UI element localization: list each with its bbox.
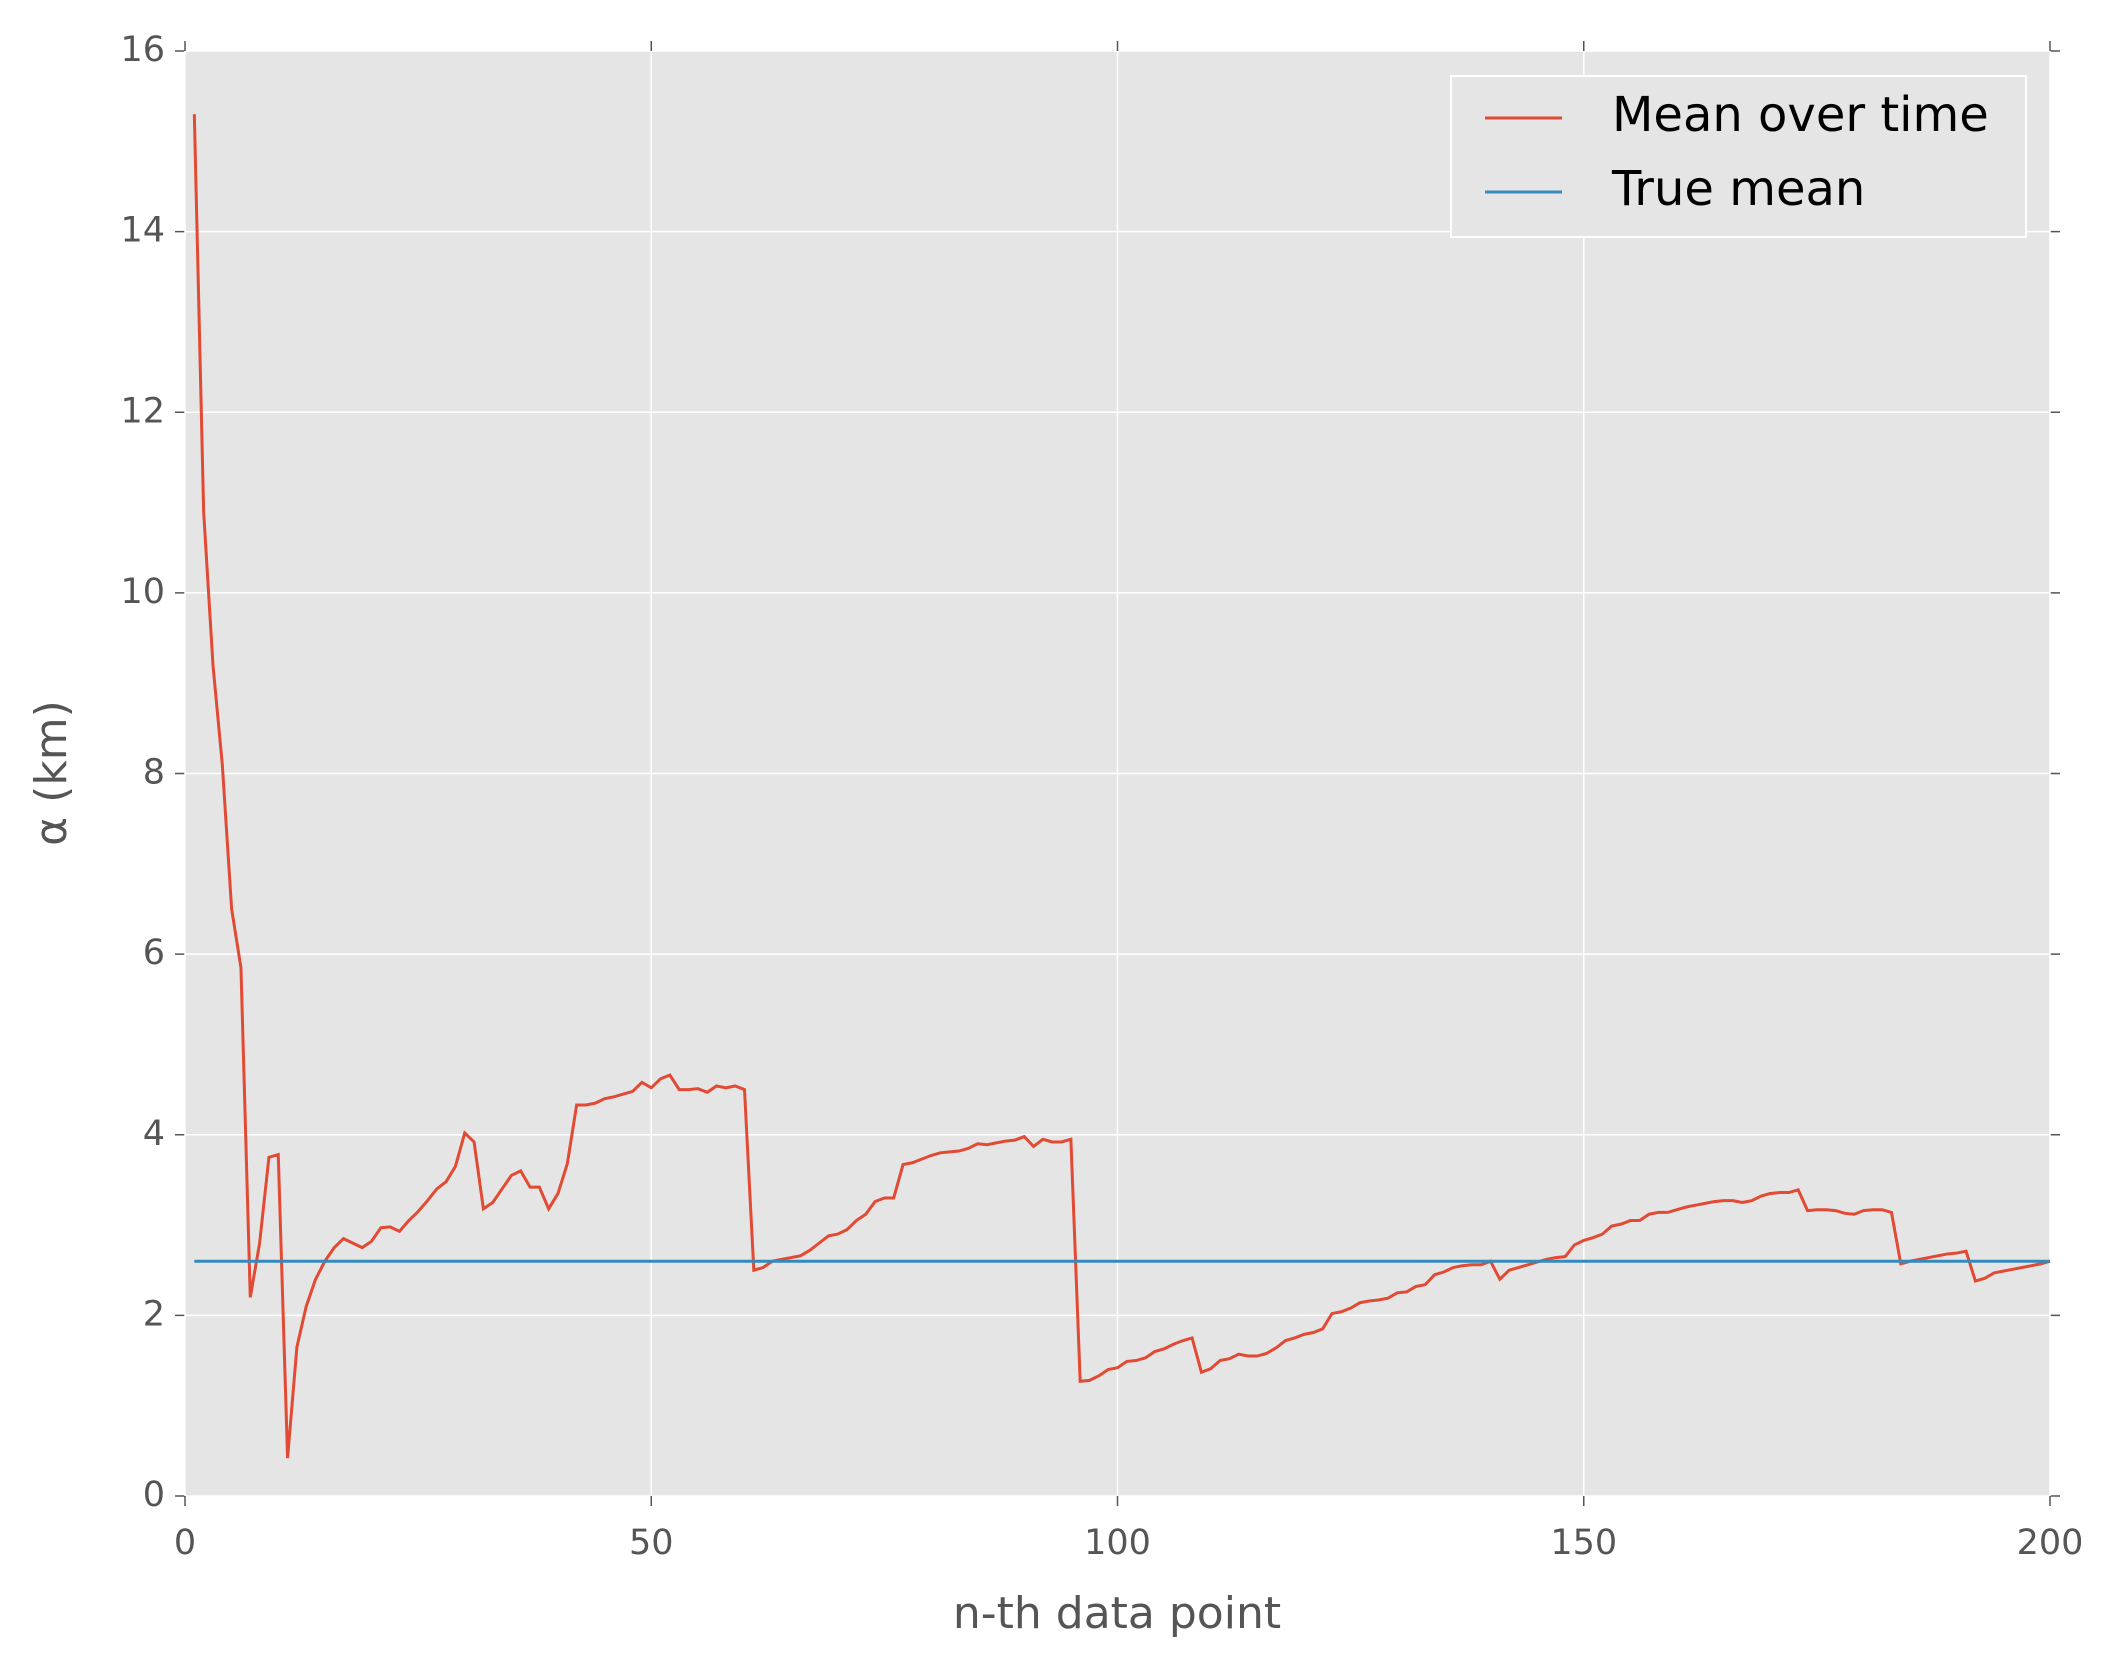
y-tick-label: 4	[143, 1114, 165, 1154]
y-tick-label: 10	[120, 572, 165, 612]
x-axis-label: n-th data point	[953, 1588, 1281, 1639]
y-tick-label: 2	[143, 1294, 165, 1334]
x-tick-label: 200	[2017, 1523, 2084, 1563]
y-tick-label: 8	[143, 753, 165, 793]
x-tick-label: 100	[1084, 1523, 1151, 1563]
y-tick-label: 16	[120, 30, 165, 70]
legend-label: True mean	[1611, 161, 1865, 217]
y-tick-label: 12	[120, 391, 165, 431]
y-tick-label: 14	[120, 211, 165, 251]
legend-box	[1450, 75, 2027, 238]
y-tick-label: 6	[143, 933, 165, 973]
legend-label: Mean over time	[1612, 87, 1989, 143]
data-line	[192, 114, 2051, 1459]
y-tick-label: 0	[143, 1475, 165, 1515]
x-tick-label: 150	[1550, 1523, 1617, 1563]
x-tick-label: 0	[174, 1523, 196, 1563]
x-tick-label: 50	[629, 1523, 674, 1563]
y-axis-label: α (km)	[26, 700, 77, 846]
